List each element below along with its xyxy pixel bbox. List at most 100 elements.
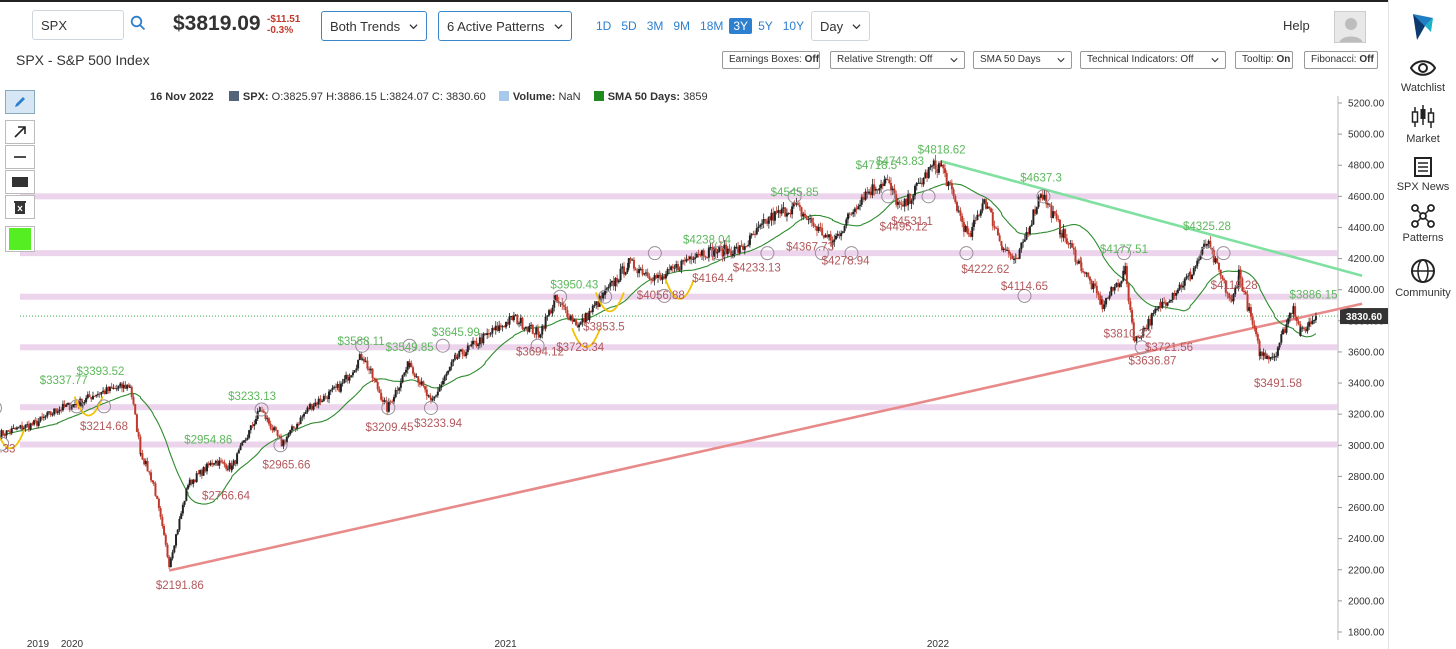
candle-up bbox=[546, 315, 549, 317]
period-5d[interactable]: 5D bbox=[621, 19, 637, 33]
avatar[interactable] bbox=[1334, 11, 1366, 43]
period-18m[interactable]: 18M bbox=[700, 19, 724, 33]
trough-price-label: $4367.73 bbox=[786, 242, 834, 254]
candle-up bbox=[427, 395, 430, 397]
relative-strength-dropdown[interactable]: Relative Strength: Off bbox=[830, 51, 965, 69]
legend-volume-value: NaN bbox=[558, 91, 581, 103]
delete-tool-button[interactable] bbox=[5, 195, 35, 219]
candle-up bbox=[312, 405, 315, 410]
candle-up bbox=[383, 400, 386, 402]
candle-up bbox=[755, 227, 758, 235]
candle-up bbox=[253, 423, 256, 427]
candle-up bbox=[809, 218, 812, 220]
trough-price-label: $4531.1 bbox=[891, 216, 933, 228]
sma-dropdown[interactable]: SMA 50 Days bbox=[973, 51, 1072, 69]
candle-down bbox=[959, 210, 962, 216]
candle-up bbox=[86, 394, 89, 398]
trough-price-label: $4233.13 bbox=[733, 262, 781, 274]
candle-down bbox=[632, 259, 635, 269]
period-10y[interactable]: 10Y bbox=[782, 19, 805, 33]
candle-down bbox=[1015, 257, 1018, 259]
candle-up bbox=[807, 219, 810, 221]
candle-up bbox=[322, 395, 325, 401]
candle-up bbox=[181, 504, 184, 514]
search-icon[interactable] bbox=[130, 15, 146, 31]
candle-up bbox=[1266, 355, 1269, 359]
peak-price-label: $4718.5 bbox=[856, 160, 898, 172]
sidebar-item-market[interactable]: Market bbox=[1389, 104, 1456, 145]
candle-down bbox=[14, 427, 17, 430]
trends-dropdown[interactable]: Both Trends bbox=[321, 11, 427, 41]
technical-indicators-dropdown[interactable]: Technical Indicators: Off bbox=[1080, 51, 1226, 69]
pattern-marker-circle bbox=[1116, 246, 1131, 261]
period-1d[interactable]: 1D bbox=[596, 19, 612, 33]
candle-down bbox=[1212, 249, 1215, 263]
candle-down bbox=[810, 218, 813, 223]
sidebar-item-spx-news[interactable]: SPX News bbox=[1389, 156, 1456, 193]
legend-spx-label: SPX: bbox=[242, 91, 269, 103]
candle-up bbox=[514, 314, 517, 316]
peak-price-label: $3886.15 bbox=[1290, 289, 1338, 301]
tooltip-toggle[interactable]: Tooltip: On bbox=[1235, 51, 1293, 69]
candle-down bbox=[207, 463, 210, 466]
candle-up bbox=[1199, 254, 1202, 260]
last-price: $3819.09 bbox=[173, 12, 261, 35]
candle-up bbox=[917, 182, 920, 184]
candle-up bbox=[353, 370, 356, 373]
candle-up bbox=[1299, 328, 1302, 336]
spx-swatch bbox=[228, 91, 239, 101]
candle-up bbox=[175, 534, 178, 546]
candle-down bbox=[98, 393, 101, 395]
fibonacci-toggle[interactable]: Fibonacci: Off bbox=[1304, 51, 1378, 69]
candle-up bbox=[169, 558, 172, 568]
candle-down bbox=[234, 460, 237, 464]
earnings-boxes-toggle[interactable]: Earnings Boxes: Off bbox=[722, 51, 820, 69]
color-picker-button[interactable] bbox=[5, 226, 35, 252]
option-label: Relative Strength: Off bbox=[837, 54, 933, 65]
price-chart[interactable]: 1800.00 2000.00 2200.00 2400.00 2600.00 2800.… bbox=[0, 0, 1388, 649]
candle-up bbox=[924, 172, 927, 179]
cup-pattern-arc bbox=[594, 292, 625, 313]
pencil-tool-button[interactable] bbox=[5, 90, 35, 114]
period-3y[interactable]: 3Y bbox=[729, 18, 753, 34]
symbol-search-input[interactable]: SPX bbox=[32, 10, 124, 40]
period-9m[interactable]: 9M bbox=[673, 19, 691, 33]
candle-up bbox=[593, 305, 596, 307]
candle-up bbox=[185, 488, 188, 501]
period-5y[interactable]: 5Y bbox=[758, 19, 773, 33]
candle-down bbox=[962, 222, 965, 232]
candle-down bbox=[641, 268, 644, 275]
candle-up bbox=[73, 404, 76, 406]
candlestick-series bbox=[0, 154, 1317, 570]
candle-up bbox=[631, 259, 634, 261]
candle-up bbox=[847, 213, 850, 220]
arrow-tool-button[interactable] bbox=[5, 120, 35, 144]
rectangle-tool-button[interactable] bbox=[5, 170, 35, 194]
candle-up bbox=[573, 319, 576, 322]
line-tool-button[interactable] bbox=[5, 145, 35, 169]
patterns-dropdown[interactable]: 6 Active Patterns bbox=[438, 11, 572, 41]
sidebar-item-watchlist[interactable]: Watchlist bbox=[1389, 57, 1456, 94]
sidebar-item-patterns[interactable]: Patterns bbox=[1389, 203, 1456, 244]
period-3m[interactable]: 3M bbox=[646, 19, 664, 33]
candle-up bbox=[317, 398, 320, 405]
candle-up bbox=[535, 327, 538, 335]
trough-price-label: $3214.68 bbox=[80, 421, 128, 433]
candle-down bbox=[754, 234, 757, 236]
candle-down bbox=[881, 183, 884, 186]
candle-down bbox=[1217, 262, 1220, 270]
candle-up bbox=[443, 376, 446, 381]
candle-down bbox=[107, 387, 110, 391]
resistance-trendline bbox=[941, 160, 1363, 277]
interval-dropdown[interactable]: Day bbox=[811, 11, 870, 41]
candle-down bbox=[9, 431, 12, 433]
candle-up bbox=[405, 369, 408, 373]
candle-up bbox=[309, 404, 312, 409]
candle-up bbox=[922, 178, 925, 185]
y-tick-label: 3600.00 bbox=[1348, 347, 1385, 358]
candle-down bbox=[422, 381, 425, 387]
candle-down bbox=[292, 426, 295, 429]
candle-down bbox=[425, 389, 428, 396]
help-link[interactable]: Help bbox=[1283, 18, 1310, 33]
sidebar-item-community[interactable]: Community bbox=[1389, 258, 1456, 299]
